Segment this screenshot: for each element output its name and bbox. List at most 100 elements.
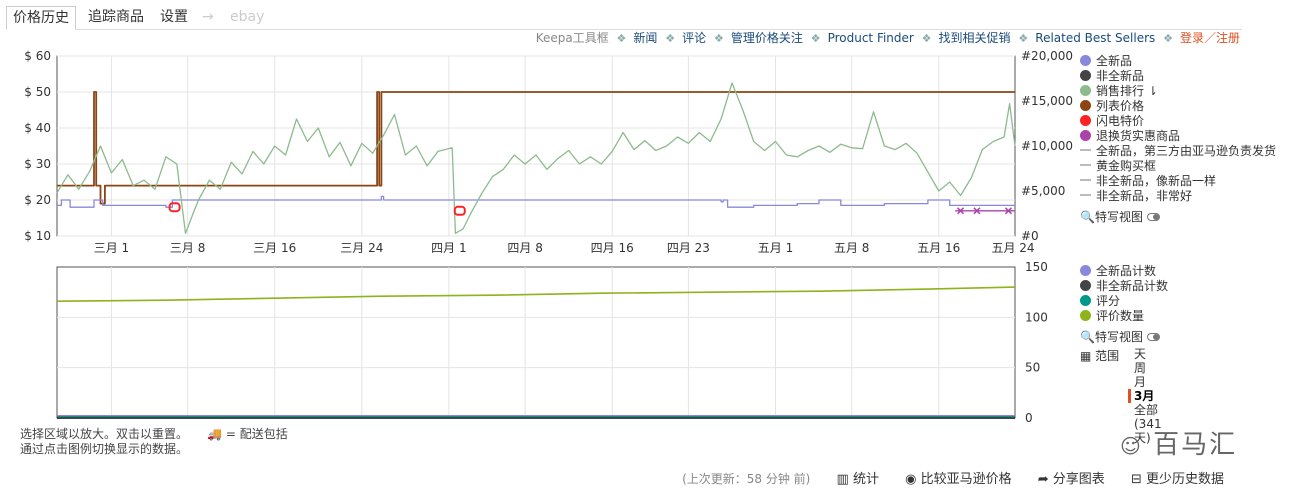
toggle-icon[interactable] bbox=[1146, 333, 1160, 341]
legend-label: 非全新品计数 bbox=[1096, 279, 1169, 293]
series-line bbox=[57, 195, 1015, 208]
x-tick-label: 五月 16 bbox=[917, 241, 960, 255]
sep-icon: ❖ bbox=[1163, 32, 1173, 45]
tab-track-product[interactable]: 追踪商品 bbox=[88, 9, 144, 25]
y-tick-left: $ 40 bbox=[24, 121, 51, 135]
x-tick-label: 四月 8 bbox=[507, 241, 542, 255]
series-line bbox=[57, 91, 1015, 205]
legend-top-item[interactable]: 非全新品 bbox=[1080, 69, 1276, 84]
legend-top-item[interactable]: 非全新品，像新品一样 bbox=[1080, 174, 1276, 189]
related-best-sellers-link[interactable]: Related Best Sellers bbox=[1035, 31, 1156, 45]
manage-tracking-link[interactable]: 管理价格关注 bbox=[730, 31, 803, 45]
sep-icon: ❖ bbox=[810, 32, 821, 45]
y-tick-left: $ 30 bbox=[24, 157, 51, 171]
series-line bbox=[56, 82, 1016, 234]
chart-notes: 选择区域以放大。双击以重置。 🚚 = 配送包括 通过点击图例切换显示的数据。 bbox=[20, 427, 288, 457]
related-deals-link[interactable]: 找到相关促销 bbox=[938, 31, 1011, 45]
legend-label: 评分 bbox=[1096, 294, 1121, 308]
share-label: 分享图表 bbox=[1052, 472, 1105, 487]
legend-top-item[interactable]: 全新品，第三方由亚马逊负责发货 bbox=[1080, 144, 1276, 159]
legend-label: 全新品，第三方由亚马逊负责发货 bbox=[1096, 144, 1277, 158]
login-link[interactable]: 登录／注册 bbox=[1179, 31, 1240, 45]
legend-bottom-item[interactable]: 评价数量 bbox=[1080, 309, 1168, 324]
reviews-link[interactable]: 评论 bbox=[682, 31, 707, 45]
watermark-logo: ☺ 百马汇 bbox=[1120, 424, 1237, 461]
legend-swatch bbox=[1080, 310, 1091, 321]
legend-swatch bbox=[1080, 179, 1091, 181]
sep-icon: ❖ bbox=[713, 32, 724, 45]
closeup-label-2: 特写视图 bbox=[1094, 330, 1143, 344]
y-tick-right: #0 bbox=[1021, 229, 1039, 243]
legend-swatch bbox=[1080, 295, 1091, 306]
legend-swatch bbox=[1080, 149, 1091, 151]
legend-swatch bbox=[1080, 55, 1091, 66]
search-icon: 🔍 bbox=[1080, 330, 1095, 344]
share-button[interactable]: ➦ 分享图表 bbox=[1038, 472, 1105, 487]
toggle-icon[interactable] bbox=[1146, 213, 1160, 221]
y-tick-left: $ 50 bbox=[24, 85, 51, 99]
legend-top-item[interactable]: 退换货实惠商品 bbox=[1080, 129, 1276, 144]
legend-top-item[interactable]: 闪电特价 bbox=[1080, 114, 1276, 129]
legend-label: 非全新品 bbox=[1096, 69, 1145, 83]
range-option[interactable]: 全部 (341 天) bbox=[1134, 403, 1162, 445]
range-label: 范围 bbox=[1095, 349, 1120, 363]
wechat-icon: ☺ bbox=[1120, 434, 1143, 458]
sep-icon: ❖ bbox=[1018, 32, 1029, 45]
legend-swatch bbox=[1080, 85, 1091, 96]
charts-svg[interactable]: $ 10 $ 20 $ 30 $ 40 $ 50 $ 60 #0 #5,000 #10,000 #… bbox=[0, 0, 1302, 430]
less-history-label: 更少历史数据 bbox=[1145, 472, 1224, 487]
x-tick-label: 三月 1 bbox=[94, 241, 129, 255]
range-option[interactable]: 月 bbox=[1134, 375, 1147, 389]
legend-bottom-item[interactable]: 全新品计数 bbox=[1080, 264, 1168, 279]
closeup-view-toggle-2[interactable]: 🔍特写视图 bbox=[1080, 330, 1168, 345]
x-tick-label: 五月 24 bbox=[991, 241, 1034, 255]
legend-top: 全新品 非全新品 销售排行 ⇂ 列表价格 闪电特价 退换货实惠商品 全新品，第三方由亚马逊负… bbox=[1080, 54, 1276, 225]
legend-top-item[interactable]: 非全新品，非常好 bbox=[1080, 189, 1276, 204]
sep-icon: ❖ bbox=[921, 32, 932, 45]
legend-bottom-item[interactable]: 非全新品计数 bbox=[1080, 279, 1168, 294]
y-tick-right-2: 150 bbox=[1025, 260, 1048, 274]
legend-swatch bbox=[1080, 194, 1091, 196]
legend-label: 非全新品，像新品一样 bbox=[1096, 174, 1217, 188]
range-option[interactable]: 3月 bbox=[1128, 389, 1168, 403]
x-tick-label: 三月 24 bbox=[340, 241, 383, 255]
y-tick-right: #10,000 bbox=[1021, 139, 1073, 153]
tab-price-history[interactable]: 价格历史 bbox=[6, 6, 76, 30]
legend-swatch bbox=[1080, 280, 1091, 291]
y-tick-right-2: 0 bbox=[1025, 411, 1033, 425]
tab-ebay[interactable]: ebay bbox=[230, 9, 265, 25]
legend-label: 销售排行 ⇂ bbox=[1096, 84, 1158, 98]
y-tick-left: $ 10 bbox=[24, 229, 51, 243]
legend-label: 黄金购买框 bbox=[1096, 159, 1157, 173]
closeup-view-toggle[interactable]: 🔍特写视图 bbox=[1080, 210, 1276, 225]
y-tick-right-2: 50 bbox=[1025, 361, 1040, 375]
keepa-toolbar-link[interactable]: Keepa工具框 bbox=[535, 31, 609, 45]
range-option[interactable]: 天 bbox=[1134, 347, 1147, 361]
news-link[interactable]: 新闻 bbox=[633, 31, 658, 45]
legend-label: 评价数量 bbox=[1096, 309, 1145, 323]
product-finder-link[interactable]: Product Finder bbox=[827, 31, 914, 45]
range-selector: ▦ 范围 天周月 3月 全部 (341 天) bbox=[1080, 347, 1168, 445]
range-option[interactable]: 周 bbox=[1134, 361, 1147, 375]
legend-label: 全新品计数 bbox=[1096, 264, 1157, 278]
search-icon: 🔍 bbox=[1080, 210, 1095, 224]
zoom-hint: 选择区域以放大。双击以重置。 bbox=[20, 427, 189, 441]
legend-swatch bbox=[1080, 130, 1091, 141]
legend-swatch bbox=[1080, 164, 1091, 166]
stats-button[interactable]: ▥ 统计 bbox=[837, 472, 879, 487]
compare-button[interactable]: ◉ 比较亚马逊价格 bbox=[905, 472, 1012, 487]
legend-top-item[interactable]: 列表价格 bbox=[1080, 99, 1276, 114]
minus-box-icon: ⊟ bbox=[1130, 472, 1142, 487]
series-line-2 bbox=[56, 286, 1016, 302]
legend-top-item[interactable]: 黄金购买框 bbox=[1080, 159, 1276, 174]
legend-swatch bbox=[1080, 70, 1091, 81]
less-history-button[interactable]: ⊟ 更少历史数据 bbox=[1131, 472, 1224, 487]
legend-bottom-item[interactable]: 评分 bbox=[1080, 294, 1168, 309]
last-updated: (上次更新：58 分钟 前) bbox=[682, 472, 811, 486]
legend-label: 退换货实惠商品 bbox=[1096, 129, 1181, 143]
legend-top-item[interactable]: 全新品 bbox=[1080, 54, 1276, 69]
legend-top-item[interactable]: 销售排行 ⇂ bbox=[1080, 84, 1276, 99]
tab-settings[interactable]: 设置 bbox=[160, 9, 188, 25]
sep-icon: ❖ bbox=[665, 32, 676, 45]
y-tick-left: $ 20 bbox=[24, 193, 51, 207]
